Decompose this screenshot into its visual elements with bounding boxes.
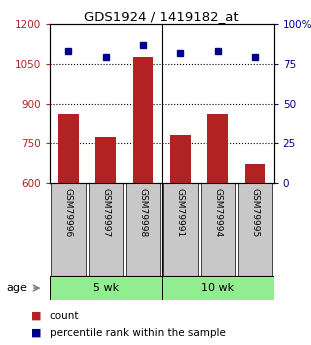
Text: ■: ■: [31, 311, 42, 321]
Text: ■: ■: [31, 328, 42, 338]
Bar: [170, 135, 191, 183]
Bar: [126, 183, 160, 276]
Bar: [89, 183, 123, 276]
Text: GSM79998: GSM79998: [139, 188, 147, 237]
Text: count: count: [50, 311, 79, 321]
Bar: [163, 183, 197, 276]
Text: GSM79996: GSM79996: [64, 188, 73, 237]
Title: GDS1924 / 1419182_at: GDS1924 / 1419182_at: [84, 10, 239, 23]
Bar: [58, 114, 79, 183]
Text: percentile rank within the sample: percentile rank within the sample: [50, 328, 226, 338]
Text: GSM79997: GSM79997: [101, 188, 110, 237]
Text: age: age: [6, 283, 27, 293]
Bar: [51, 183, 86, 276]
Bar: [238, 183, 272, 276]
Bar: [201, 183, 235, 276]
Text: 10 wk: 10 wk: [201, 283, 234, 293]
Bar: [95, 137, 116, 183]
Bar: [207, 114, 228, 183]
Bar: [133, 57, 153, 183]
Bar: [245, 164, 265, 183]
Text: GSM79995: GSM79995: [251, 188, 259, 237]
Bar: [162, 276, 274, 300]
Text: GSM79991: GSM79991: [176, 188, 185, 237]
Text: 5 wk: 5 wk: [93, 283, 119, 293]
Bar: [50, 276, 162, 300]
Text: GSM79994: GSM79994: [213, 188, 222, 237]
